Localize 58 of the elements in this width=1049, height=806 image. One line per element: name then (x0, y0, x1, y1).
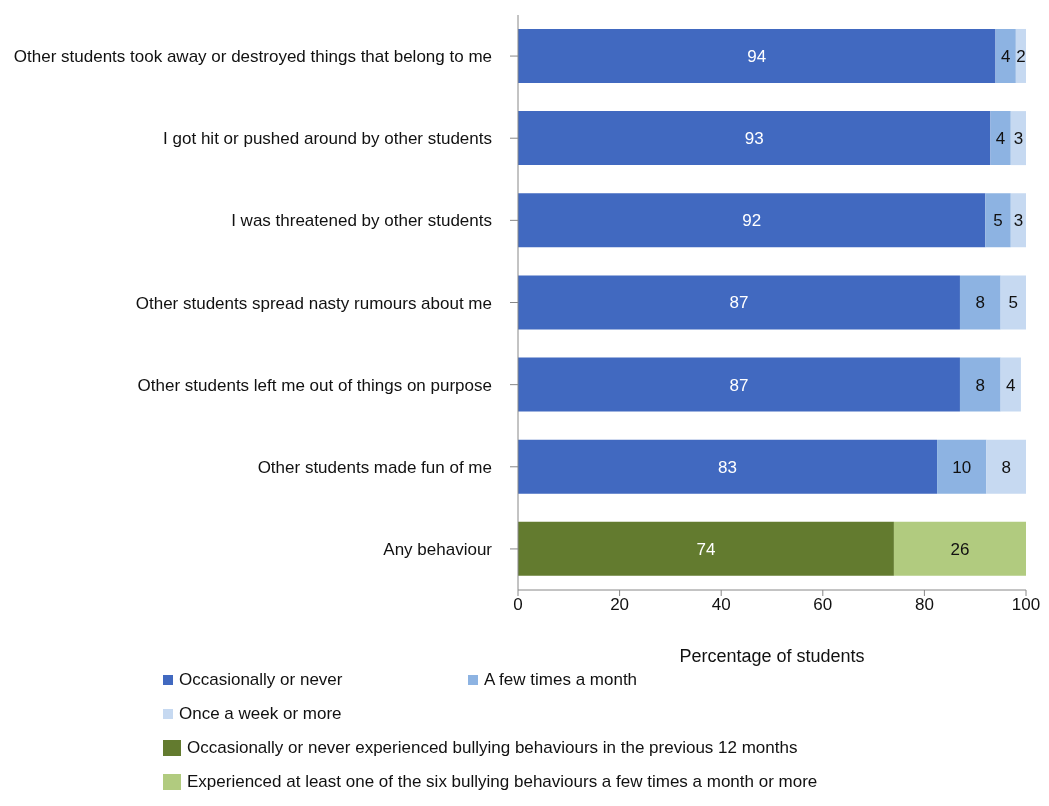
x-tick-label: 40 (711, 595, 731, 615)
bar (959, 357, 1001, 412)
legend-label: Experienced at least one of the six bullying behaviours a few times a month or more (187, 772, 818, 792)
bar (893, 521, 1026, 576)
x-tick-label: 80 (914, 595, 934, 615)
data-label: 8 (1001, 457, 1011, 477)
bar (518, 111, 991, 166)
data-label: 87 (729, 293, 749, 313)
data-label: 3 (1013, 129, 1024, 149)
legend-label: Occasionally or never (179, 670, 343, 690)
bar (1000, 275, 1026, 330)
legend-label: Once a week or more (179, 704, 342, 724)
y-tick-label: Other students left me out of things on purpose (137, 375, 492, 395)
data-label: 83 (718, 457, 738, 477)
data-label: 93 (744, 129, 764, 149)
x-tick-label: 0 (513, 595, 523, 615)
data-label: 26 (950, 539, 970, 559)
bar (1000, 357, 1021, 412)
data-label: 8 (975, 375, 986, 395)
data-label: 2 (1016, 47, 1026, 66)
y-tick-label: Any behaviour (383, 539, 493, 559)
data-label: 94 (747, 47, 767, 66)
data-label: 8 (975, 293, 986, 313)
data-label: 3 (1013, 211, 1024, 231)
data-label: 92 (742, 211, 762, 231)
bar (518, 357, 960, 412)
bar (990, 111, 1011, 166)
data-label: 4 (995, 129, 1006, 149)
bar (518, 193, 986, 248)
bar (1010, 193, 1026, 248)
data-label: 10 (952, 457, 972, 477)
legend-label: A few times a month (484, 670, 638, 690)
data-label: 87 (729, 375, 749, 395)
x-tick-label: 100 (1011, 595, 1041, 615)
y-tick-label: I got hit or pushed around by other students (163, 129, 492, 149)
data-label: 4 (1006, 375, 1016, 395)
legend-label: Occasionally or never experienced bullying behaviours in the previous 12 months (187, 738, 798, 758)
bar (518, 521, 894, 576)
x-tick-label: 20 (610, 595, 630, 615)
data-label: 74 (696, 539, 716, 559)
x-axis-title: Percentage of students (679, 646, 865, 666)
y-tick-label: Other students took away or destroyed things that belong to me (13, 47, 492, 67)
data-label: 5 (993, 211, 1003, 231)
bar (518, 439, 938, 494)
bar (959, 275, 1001, 330)
bar (995, 28, 1016, 83)
bar (518, 275, 960, 330)
y-tick-label: Other students spread nasty rumours about me (135, 293, 492, 313)
bar (518, 28, 996, 83)
y-tick-label: I was threatened by other students (231, 211, 492, 231)
x-tick-label: 60 (813, 595, 833, 615)
bar (985, 193, 1011, 248)
data-label: 4 (1000, 47, 1011, 66)
bar (1010, 111, 1026, 166)
data-label: 5 (1008, 293, 1019, 313)
y-tick-label: Other students made fun of me (257, 457, 492, 477)
bar (986, 439, 1026, 494)
bar (937, 439, 987, 494)
